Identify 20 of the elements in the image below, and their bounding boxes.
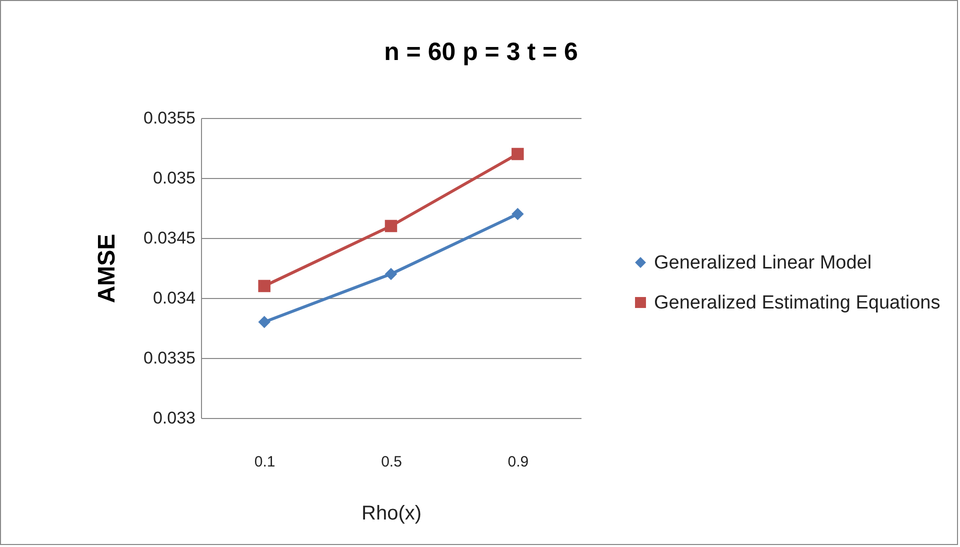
- point: [384, 268, 398, 280]
- y-tick-label: 0.034: [152, 288, 196, 308]
- y-tick-label: 0.033: [152, 408, 196, 428]
- x-tick-label: 0.9: [508, 454, 529, 470]
- y-axis-title: AMSE: [94, 234, 121, 304]
- y-tick-label: 0.0335: [144, 348, 196, 368]
- chart-title: n = 60 p = 3 t = 6: [384, 38, 578, 66]
- y-tick-label: 0.035: [152, 168, 196, 188]
- legend-label: Generalized Estimating Equations: [654, 292, 940, 314]
- point: [512, 148, 524, 160]
- point: [258, 280, 270, 292]
- y-tick-label: 0.0355: [144, 108, 196, 128]
- point: [258, 316, 270, 328]
- point: [512, 208, 524, 220]
- x-tick-label: 0.1: [254, 454, 276, 470]
- legend-label: Generalized Linear Model: [654, 252, 872, 274]
- x-tick-label: 0.5: [381, 454, 402, 470]
- point: [384, 220, 398, 232]
- x-axis-title: Rho(x): [361, 502, 422, 524]
- y-tick-label: 0.0345: [144, 228, 196, 248]
